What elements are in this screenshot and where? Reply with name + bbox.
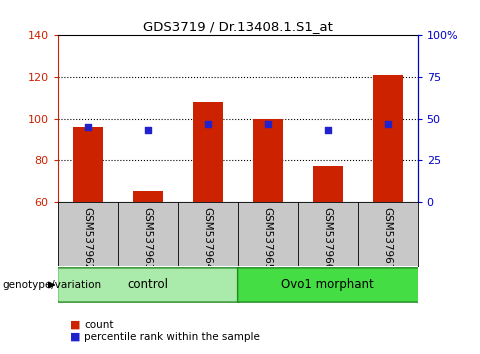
Bar xyxy=(132,192,163,202)
Bar xyxy=(72,127,103,202)
Point xyxy=(144,127,152,133)
Text: Ovo1 morphant: Ovo1 morphant xyxy=(281,278,374,291)
Text: GSM537962: GSM537962 xyxy=(83,207,93,270)
Text: count: count xyxy=(84,320,113,330)
Text: GSM537966: GSM537966 xyxy=(323,207,333,270)
Title: GDS3719 / Dr.13408.1.S1_at: GDS3719 / Dr.13408.1.S1_at xyxy=(143,20,333,33)
Text: ■: ■ xyxy=(70,320,80,330)
FancyBboxPatch shape xyxy=(58,268,240,302)
Text: genotype/variation: genotype/variation xyxy=(2,280,102,290)
Bar xyxy=(312,166,343,202)
Point xyxy=(264,121,272,126)
Point xyxy=(204,121,211,126)
FancyBboxPatch shape xyxy=(238,268,420,302)
Text: GSM537967: GSM537967 xyxy=(383,207,393,270)
Text: GSM537965: GSM537965 xyxy=(263,207,273,270)
Bar xyxy=(192,102,223,202)
Bar xyxy=(372,75,403,202)
Text: GSM537964: GSM537964 xyxy=(203,207,213,270)
Point xyxy=(84,124,91,130)
Point xyxy=(324,127,331,133)
Point xyxy=(384,121,392,126)
Text: control: control xyxy=(127,278,168,291)
Bar xyxy=(252,119,283,202)
Text: GSM537963: GSM537963 xyxy=(143,207,153,270)
Text: percentile rank within the sample: percentile rank within the sample xyxy=(84,332,260,342)
Text: ■: ■ xyxy=(70,332,80,342)
